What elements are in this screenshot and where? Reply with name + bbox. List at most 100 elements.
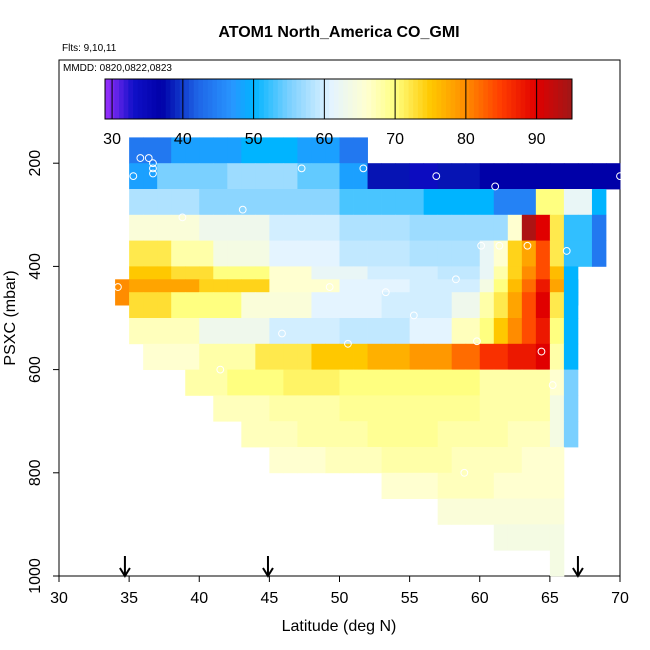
heatmap-cell <box>563 421 579 448</box>
colorbar-border <box>104 78 573 120</box>
heatmap-cell <box>437 343 453 370</box>
heatmap-cell <box>451 292 467 319</box>
heatmap-cell <box>465 240 481 267</box>
heatmap-cell <box>185 214 200 241</box>
y-tick-label: 1000 <box>27 558 44 594</box>
heatmap-cell <box>255 189 270 216</box>
observation-point <box>491 182 500 191</box>
heatmap-cell <box>325 395 340 422</box>
heatmap-cell <box>339 343 354 370</box>
heatmap-cell <box>353 137 368 164</box>
heatmap-cell <box>297 318 312 345</box>
x-tick-label: 35 <box>120 590 138 607</box>
heatmap-cell <box>241 214 256 241</box>
colorbar-strip <box>301 79 307 119</box>
observation-point <box>409 311 418 320</box>
heatmap-cell <box>395 395 411 422</box>
heatmap-cell <box>437 292 453 319</box>
heatmap-cell <box>423 292 439 319</box>
heatmap-cell <box>311 240 326 267</box>
heatmap-cell <box>423 214 439 241</box>
colorbar-strip <box>268 79 274 119</box>
heatmap-cell <box>171 214 186 241</box>
heatmap-cell <box>549 369 565 396</box>
heatmap-cell <box>367 163 382 190</box>
heatmap-cell <box>199 292 214 319</box>
heatmap-cell <box>591 240 607 267</box>
heatmap-cell <box>437 395 453 422</box>
heatmap-cell <box>255 240 270 267</box>
heatmap-cell <box>367 318 382 345</box>
heatmap-cell <box>325 421 340 448</box>
heatmap-cell <box>493 421 509 448</box>
heatmap-cell <box>255 292 270 319</box>
heatmap-cell <box>549 447 565 474</box>
heatmap-cell <box>577 214 593 241</box>
heatmap-cell <box>577 189 593 216</box>
heatmap-cell <box>213 369 228 396</box>
heatmap-cell <box>185 318 200 345</box>
colorbar-strip <box>254 79 260 119</box>
heatmap-cell <box>409 395 425 422</box>
heatmap-cell <box>563 395 579 422</box>
heatmap-cell <box>381 395 396 422</box>
heatmap-cell <box>493 163 509 190</box>
heatmap-cell <box>521 163 537 190</box>
heatmap-cell <box>283 292 298 319</box>
heatmap-cell <box>241 137 256 164</box>
heatmap-cell <box>437 318 453 345</box>
colorbar-strip <box>277 79 283 119</box>
heatmap-cell <box>535 292 551 319</box>
heatmap-cell <box>297 395 312 422</box>
colorbar-strip <box>385 79 391 119</box>
heatmap-cell <box>157 292 172 319</box>
colorbar-strip <box>389 79 395 119</box>
heatmap-cell <box>577 163 593 190</box>
heatmap-cell <box>563 163 579 190</box>
heatmap-cell <box>269 214 284 241</box>
colorbar-tick-label: 90 <box>528 131 546 148</box>
colorbar-strip <box>469 79 475 119</box>
heatmap-cell <box>465 472 481 499</box>
colorbar-tick-label: 80 <box>457 131 475 148</box>
heatmap-cell <box>185 369 200 396</box>
colorbar-tick-label: 30 <box>103 131 121 148</box>
observation-point <box>114 283 122 291</box>
colorbar-strip <box>147 79 153 119</box>
x-tick-label: 40 <box>190 590 208 607</box>
heatmap-cell <box>549 318 565 345</box>
heatmap-cell <box>227 395 242 422</box>
heatmap-cell <box>507 292 523 319</box>
heatmap-cell <box>325 240 340 267</box>
heatmap-cell <box>367 214 382 241</box>
heatmap-cell <box>353 421 368 448</box>
colorbar-strip <box>483 79 489 119</box>
heatmap-cell <box>269 240 284 267</box>
colorbar-strip <box>529 79 536 119</box>
colorbar-strip <box>142 79 148 119</box>
heatmap-cell <box>157 343 172 370</box>
colorbar-strip <box>212 79 218 119</box>
heatmap-cell <box>367 343 382 370</box>
colorbar-strip <box>445 79 451 119</box>
heatmap-cell <box>339 163 354 190</box>
colorbar-strip <box>161 79 167 119</box>
heatmap-cell <box>143 343 158 370</box>
x-axis-label: Latitude (deg N) <box>282 618 397 635</box>
flight-markers <box>119 556 584 578</box>
heatmap-cell <box>311 369 326 396</box>
heatmap-cell <box>437 214 453 241</box>
colorbar-strip <box>487 79 494 119</box>
colorbar-strip <box>478 79 484 119</box>
heatmap-cell <box>325 163 340 190</box>
heatmap-cell <box>185 163 200 190</box>
heatmap-cell <box>129 292 144 319</box>
heatmap-cell <box>493 369 509 396</box>
observation-point <box>473 337 481 346</box>
colorbar-tick-label: 60 <box>315 131 333 148</box>
heatmap-cell <box>213 214 228 241</box>
chart-title: ATOM1 North_America CO_GMI <box>218 24 459 41</box>
heatmap-cell <box>283 163 298 190</box>
heatmap-cell <box>311 163 326 190</box>
heatmap-cell <box>353 343 368 370</box>
